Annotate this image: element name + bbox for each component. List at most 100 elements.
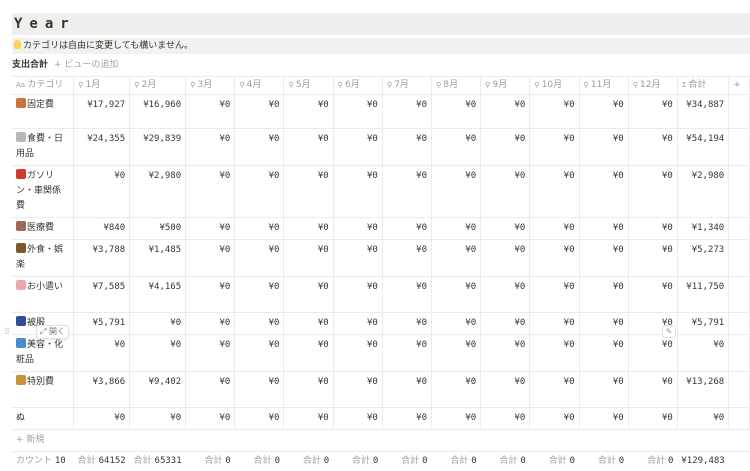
month-value-cell[interactable]: ¥0 — [628, 277, 677, 313]
new-row-button[interactable]: + 新規 — [12, 430, 750, 452]
month-value-cell[interactable]: ¥0 — [333, 129, 382, 166]
sum-cell[interactable]: 合計 65331 — [130, 452, 186, 471]
column-header[interactable]: ⚲ 10月 — [530, 77, 579, 95]
sum-cell[interactable]: 合計 0 — [186, 452, 235, 471]
sum-cell[interactable]: 合計 64152 — [74, 452, 130, 471]
category-cell[interactable]: ぬ — [12, 408, 74, 430]
month-value-cell[interactable]: ¥0 — [432, 129, 481, 166]
column-header[interactable]: ⚲ 1月 — [74, 77, 130, 95]
month-value-cell[interactable]: ¥0 — [481, 240, 530, 277]
month-value-cell[interactable]: ¥0 — [235, 218, 284, 240]
month-value-cell[interactable]: ¥0 — [186, 166, 235, 218]
column-header[interactable]: Aa カテゴリ — [12, 77, 74, 95]
month-value-cell[interactable]: ¥0 — [284, 335, 333, 372]
month-value-cell[interactable]: ¥0 — [481, 95, 530, 129]
month-value-cell[interactable]: ¥0 — [530, 372, 579, 408]
sum-cell[interactable]: 合計 0 — [481, 452, 530, 471]
month-value-cell[interactable]: ¥0 — [481, 372, 530, 408]
month-value-cell[interactable]: ¥0 — [628, 129, 677, 166]
month-value-cell[interactable]: ¥0 — [481, 166, 530, 218]
month-value-cell[interactable]: ¥0 — [186, 335, 235, 372]
month-value-cell[interactable]: ¥0 — [186, 129, 235, 166]
month-value-cell[interactable]: ¥0 — [382, 335, 431, 372]
table-row[interactable]: 被服¥5,791¥0¥0¥0¥0¥0¥0¥0¥0¥0¥0¥0¥5,791 — [12, 313, 750, 335]
category-cell[interactable]: 美容・化粧品 — [12, 335, 74, 372]
month-value-cell[interactable]: ¥0 — [628, 218, 677, 240]
month-value-cell[interactable]: ¥0 — [382, 240, 431, 277]
month-value-cell[interactable]: ¥3,866 — [74, 372, 130, 408]
column-header[interactable]: ⚲ 7月 — [382, 77, 431, 95]
column-header[interactable]: ⚲ 3月 — [186, 77, 235, 95]
month-value-cell[interactable]: ¥840 — [74, 218, 130, 240]
sum-cell[interactable]: 合計 0 — [579, 452, 628, 471]
grand-total[interactable]: ¥129,483 — [677, 452, 728, 471]
drag-handle-icon[interactable]: ⠿ — [4, 328, 10, 336]
column-header[interactable]: Σ 合計 — [677, 77, 728, 95]
month-value-cell[interactable]: ¥0 — [432, 277, 481, 313]
month-value-cell[interactable]: ¥0 — [530, 166, 579, 218]
month-value-cell[interactable]: ¥0 — [579, 335, 628, 372]
count-cell[interactable]: カウント 10 — [12, 452, 74, 471]
table-row[interactable]: 医療費¥840¥500¥0¥0¥0¥0¥0¥0¥0¥0¥0¥0¥1,340 — [12, 218, 750, 240]
month-value-cell[interactable]: ¥0 — [333, 240, 382, 277]
sum-cell[interactable]: 合計 0 — [628, 452, 677, 471]
month-value-cell[interactable]: ¥0 — [284, 166, 333, 218]
month-value-cell[interactable]: ¥0 — [130, 408, 186, 430]
category-cell[interactable]: 固定費 — [12, 95, 74, 129]
month-value-cell[interactable]: ¥0 — [74, 408, 130, 430]
tab-expense-total[interactable]: 支出合計 — [12, 60, 48, 70]
month-value-cell[interactable]: ¥0 — [186, 313, 235, 335]
month-value-cell[interactable]: ¥0 — [235, 277, 284, 313]
month-value-cell[interactable]: ¥0 — [530, 129, 579, 166]
month-value-cell[interactable]: ¥0 — [628, 372, 677, 408]
table-row[interactable]: 美容・化粧品¥0¥0¥0¥0¥0¥0¥0¥0¥0¥0¥0¥0¥0 — [12, 335, 750, 372]
month-value-cell[interactable]: ¥0 — [432, 240, 481, 277]
month-value-cell[interactable]: ¥0 — [284, 277, 333, 313]
month-value-cell[interactable]: ¥0 — [628, 335, 677, 372]
month-value-cell[interactable]: ¥5,791 — [74, 313, 130, 335]
sum-cell[interactable]: 合計 0 — [235, 452, 284, 471]
month-value-cell[interactable]: ¥0 — [579, 218, 628, 240]
month-value-cell[interactable]: ¥0 — [432, 408, 481, 430]
month-value-cell[interactable]: ¥0 — [382, 313, 431, 335]
table-row[interactable]: 固定費¥17,927¥16,960¥0¥0¥0¥0¥0¥0¥0¥0¥0¥0¥34… — [12, 95, 750, 129]
month-value-cell[interactable]: ¥0 — [333, 372, 382, 408]
month-value-cell[interactable]: ¥0 — [530, 408, 579, 430]
table-row[interactable]: 特別費¥3,866¥9,402¥0¥0¥0¥0¥0¥0¥0¥0¥0¥0¥13,2… — [12, 372, 750, 408]
month-value-cell[interactable]: ¥0 — [235, 129, 284, 166]
month-value-cell[interactable]: ¥0 — [186, 240, 235, 277]
month-value-cell[interactable]: ¥0 — [333, 95, 382, 129]
column-header[interactable]: ⚲ 6月 — [333, 77, 382, 95]
month-value-cell[interactable]: ¥0 — [432, 95, 481, 129]
month-value-cell[interactable]: ¥0 — [186, 408, 235, 430]
table-row[interactable]: ガソリン・車関係費¥0¥2,980¥0¥0¥0¥0¥0¥0¥0¥0¥0¥0¥2,… — [12, 166, 750, 218]
month-value-cell[interactable]: ¥0 — [74, 335, 130, 372]
month-value-cell[interactable]: ¥0 — [74, 166, 130, 218]
sum-cell[interactable]: 合計 0 — [382, 452, 431, 471]
month-value-cell[interactable]: ¥0 — [579, 408, 628, 430]
table-row[interactable]: お小遣い¥7,585¥4,165¥0¥0¥0¥0¥0¥0¥0¥0¥0¥0¥11,… — [12, 277, 750, 313]
column-header[interactable]: ⚲ 11月 — [579, 77, 628, 95]
month-value-cell[interactable]: ¥0 — [333, 218, 382, 240]
month-value-cell[interactable]: ¥9,402 — [130, 372, 186, 408]
month-value-cell[interactable]: ¥0 — [284, 408, 333, 430]
month-value-cell[interactable]: ¥0 — [186, 95, 235, 129]
month-value-cell[interactable]: ¥1,485 — [130, 240, 186, 277]
month-value-cell[interactable]: ¥0 — [628, 95, 677, 129]
month-value-cell[interactable]: ¥0 — [628, 240, 677, 277]
month-value-cell[interactable]: ¥0 — [333, 277, 382, 313]
month-value-cell[interactable]: ¥0 — [530, 277, 579, 313]
month-value-cell[interactable]: ¥0 — [481, 408, 530, 430]
column-header[interactable]: ⚲ 12月 — [628, 77, 677, 95]
month-value-cell[interactable]: ¥0 — [382, 372, 431, 408]
column-header[interactable]: ⚲ 8月 — [432, 77, 481, 95]
month-value-cell[interactable]: ¥0 — [530, 240, 579, 277]
category-cell[interactable]: ガソリン・車関係費 — [12, 166, 74, 218]
month-value-cell[interactable]: ¥0 — [530, 95, 579, 129]
edit-pencil-icon[interactable]: ✎ — [662, 325, 676, 338]
column-header[interactable]: ⚲ 4月 — [235, 77, 284, 95]
column-header[interactable]: ⚲ 5月 — [284, 77, 333, 95]
category-cell[interactable]: 特別費 — [12, 372, 74, 408]
table-row[interactable]: ぬ¥0¥0¥0¥0¥0¥0¥0¥0¥0¥0¥0¥0¥0 — [12, 408, 750, 430]
month-value-cell[interactable]: ¥0 — [579, 166, 628, 218]
